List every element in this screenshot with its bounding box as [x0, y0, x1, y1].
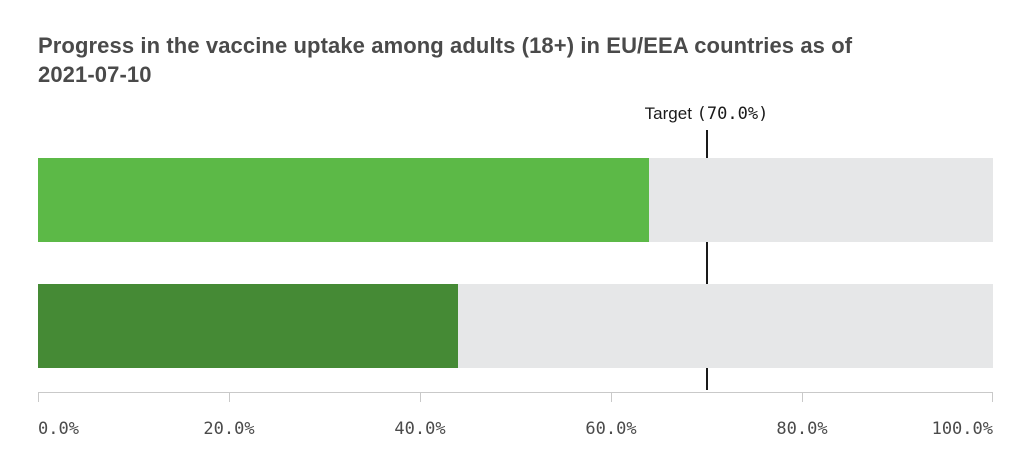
- x-axis-tick-20: [229, 392, 230, 402]
- x-axis-line: [38, 392, 993, 393]
- chart-title: Progress in the vaccine uptake among adu…: [38, 31, 852, 89]
- chart-title-line1: Progress in the vaccine uptake among adu…: [38, 33, 853, 58]
- x-axis-label-100: 100.0%: [931, 419, 993, 439]
- x-axis-label-80: 80.0%: [776, 419, 828, 439]
- x-axis-label-0: 0.0%: [38, 419, 79, 439]
- target-annotation-prefix: Target: [644, 104, 697, 123]
- target-line: [705, 130, 708, 390]
- x-axis-label-60: 60.0%: [585, 419, 637, 439]
- x-axis-tick-60: [611, 392, 612, 402]
- bar-fill-bottom: [38, 284, 459, 368]
- x-axis-tick-0: [38, 392, 39, 402]
- x-axis-tick-40: [420, 392, 421, 402]
- x-axis-tick-80: [802, 392, 803, 402]
- target-annotation-value: (70.0%): [696, 104, 769, 124]
- bar-track-bottom: [38, 284, 993, 368]
- x-axis-label-20: 20.0%: [203, 419, 255, 439]
- x-axis-tick-100: [992, 392, 993, 402]
- chart-title-line2: 2021-07-10: [38, 62, 152, 87]
- x-axis-label-40: 40.0%: [394, 419, 446, 439]
- bar-fill-top: [38, 158, 650, 242]
- plot-area: Target (70.0%) 0.0% 20.0% 40.0% 60.0% 80…: [38, 0, 993, 468]
- target-annotation: Target (70.0%): [645, 104, 769, 124]
- bar-track-top: [38, 158, 993, 242]
